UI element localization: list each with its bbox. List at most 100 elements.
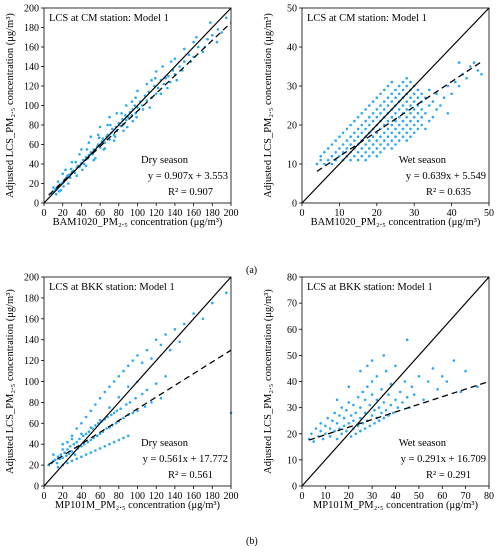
- data-point: [409, 119, 412, 123]
- data-point: [323, 151, 326, 154]
- x-tick-label: 10: [334, 208, 344, 219]
- x-tick-label: 0: [42, 208, 47, 219]
- x-tick-label: 160: [186, 491, 201, 502]
- data-point: [435, 108, 438, 111]
- data-point: [405, 115, 409, 119]
- data-point: [159, 396, 163, 400]
- data-point: [97, 136, 101, 139]
- data-point: [148, 106, 151, 109]
- data-point: [401, 401, 404, 404]
- data-point: [390, 92, 394, 96]
- y-tick-label: 40: [29, 440, 39, 451]
- data-point: [112, 139, 116, 142]
- data-point: [136, 409, 139, 413]
- data-point: [125, 104, 128, 107]
- data-point: [420, 115, 424, 119]
- data-point: [131, 119, 135, 123]
- y-tick-label: 100: [24, 101, 39, 112]
- data-point: [225, 16, 228, 20]
- data-point: [391, 411, 395, 415]
- data-point: [89, 438, 93, 442]
- data-point: [150, 357, 153, 360]
- data-point: [225, 291, 228, 295]
- data-point: [394, 364, 397, 368]
- data-point: [101, 137, 105, 140]
- x-tick-label: 0: [42, 491, 47, 502]
- data-point: [143, 405, 147, 408]
- data-point: [383, 131, 386, 135]
- data-point: [82, 442, 86, 446]
- scatter-points: [307, 338, 479, 443]
- data-point: [98, 396, 102, 400]
- data-point: [416, 112, 420, 115]
- data-point: [70, 160, 74, 164]
- data-point: [364, 158, 367, 162]
- data-point: [379, 92, 382, 96]
- data-point: [431, 100, 435, 103]
- data-point: [480, 73, 483, 76]
- data-point: [409, 135, 412, 138]
- data-point: [201, 50, 205, 54]
- data-point: [347, 422, 351, 425]
- data-point: [409, 80, 412, 84]
- x-tick-label: 20: [372, 208, 382, 219]
- data-point: [78, 437, 81, 441]
- data-point: [424, 127, 427, 131]
- data-point: [145, 82, 149, 86]
- r-squared: R² = 0.635: [426, 187, 471, 198]
- y-tick-label: 120: [24, 356, 39, 367]
- scatter-points: [47, 291, 233, 469]
- data-point: [324, 432, 327, 436]
- data-point: [192, 40, 195, 44]
- data-point: [342, 416, 346, 420]
- data-point: [117, 395, 121, 399]
- data-point: [105, 427, 108, 430]
- data-point: [379, 151, 382, 154]
- data-point: [476, 385, 479, 389]
- data-point: [159, 92, 163, 96]
- data-point: [167, 75, 170, 78]
- one-to-one-line: [301, 7, 490, 204]
- data-point: [375, 139, 379, 142]
- data-point: [469, 65, 472, 68]
- data-point: [115, 112, 119, 115]
- data-point: [386, 135, 390, 138]
- data-point: [383, 88, 386, 92]
- season-label: Dry season: [141, 438, 189, 449]
- data-point: [178, 65, 181, 68]
- data-point: [396, 406, 400, 409]
- x-tick-label: 100: [130, 491, 145, 502]
- y-tick-label: 70: [287, 299, 297, 310]
- data-point: [96, 133, 100, 137]
- data-point: [356, 158, 360, 162]
- data-point: [328, 427, 332, 430]
- data-point: [319, 429, 323, 433]
- data-point: [80, 455, 83, 459]
- data-point: [424, 112, 427, 115]
- data-point: [62, 185, 65, 188]
- data-point: [134, 96, 137, 99]
- data-point: [154, 76, 157, 80]
- data-point: [368, 403, 372, 407]
- data-point: [183, 47, 186, 51]
- data-point: [326, 147, 330, 150]
- data-point: [328, 435, 332, 438]
- x-tick-label: 60: [95, 491, 105, 502]
- data-point: [386, 143, 390, 146]
- y-tick-label: 40: [29, 160, 39, 171]
- data-point: [119, 407, 122, 411]
- data-point: [345, 408, 348, 412]
- data-point: [211, 34, 214, 37]
- data-point: [140, 104, 144, 107]
- x-tick-label: 180: [205, 491, 220, 502]
- data-point: [383, 139, 386, 142]
- data-point: [387, 393, 390, 396]
- data-point: [140, 392, 144, 396]
- data-point: [371, 112, 375, 115]
- data-point: [394, 127, 397, 131]
- x-tick-label: 140: [167, 208, 182, 219]
- data-point: [108, 115, 111, 119]
- regression-line: [48, 22, 232, 196]
